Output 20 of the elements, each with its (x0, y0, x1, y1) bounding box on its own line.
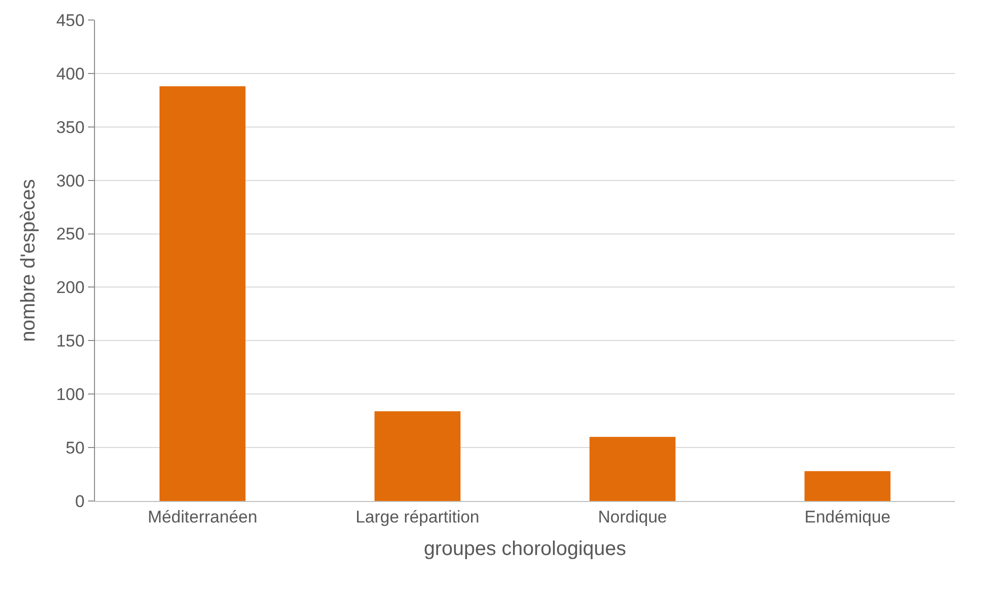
y-axis-title: nombre d'espèces (18, 179, 40, 342)
y-tick-label: 100 (56, 385, 85, 404)
bar (160, 86, 246, 501)
bar (804, 471, 890, 501)
x-tick-label: Méditerranéen (148, 507, 258, 526)
bar (374, 411, 460, 501)
y-tick-label: 0 (75, 492, 85, 511)
bar (590, 436, 676, 501)
x-tick-label: Large répartition (356, 507, 480, 526)
x-tick-label: Nordique (598, 507, 667, 526)
y-tick-label: 150 (56, 332, 85, 351)
y-tick-label: 300 (56, 171, 85, 190)
y-tick-label: 350 (56, 118, 85, 137)
x-tick-label: Endémique (804, 507, 891, 526)
y-tick-label: 400 (56, 64, 85, 84)
x-axis-title: groupes chorologiques (424, 538, 626, 560)
y-tick-label: 450 (56, 10, 85, 30)
y-tick-label: 200 (56, 278, 85, 298)
y-tick-label: 50 (66, 438, 85, 458)
y-tick-label: 250 (56, 224, 85, 244)
